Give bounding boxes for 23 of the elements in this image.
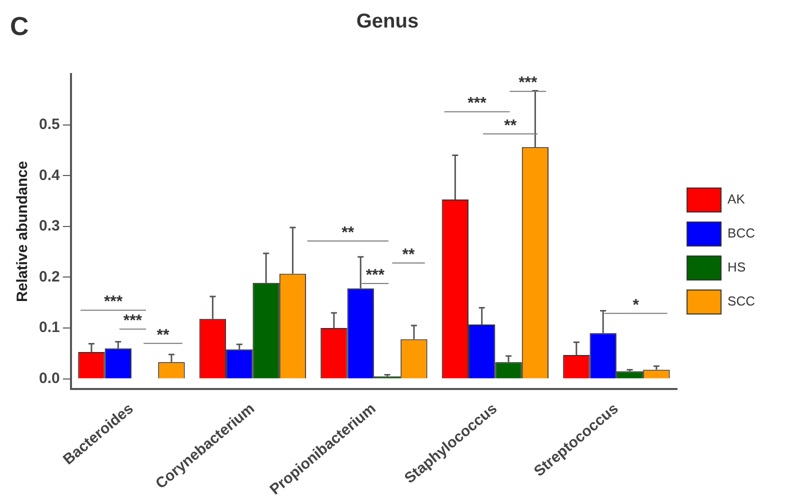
annotation: *** bbox=[468, 95, 488, 112]
y-tick-label: 0.0 bbox=[38, 370, 60, 388]
annotation: ** bbox=[342, 224, 355, 242]
text: C bbox=[10, 11, 29, 42]
y-tick-label: 0.5 bbox=[38, 116, 60, 133]
annotation: * bbox=[632, 296, 640, 314]
y-tick-label: 0.4 bbox=[38, 166, 60, 184]
chart-title: Genus bbox=[356, 10, 419, 33]
legend-label: SCC bbox=[728, 294, 756, 309]
annotation: *** bbox=[366, 266, 386, 284]
y-tick-label: 0.1 bbox=[38, 319, 60, 336]
y-axis-title: Relative abundance bbox=[14, 161, 32, 302]
y-tick-label: 0.3 bbox=[38, 218, 60, 235]
annotation: *** bbox=[518, 74, 538, 92]
legend-label: HS bbox=[728, 260, 746, 275]
annotation: ** bbox=[402, 246, 416, 264]
y-tick-label: 0.2 bbox=[38, 268, 60, 286]
annotation: *** bbox=[104, 294, 124, 311]
annotation: ** bbox=[156, 326, 170, 344]
annotation: *** bbox=[123, 312, 143, 330]
legend-label: BCC bbox=[728, 226, 756, 241]
annotation: ** bbox=[504, 117, 518, 134]
legend-label: AK bbox=[728, 192, 746, 207]
